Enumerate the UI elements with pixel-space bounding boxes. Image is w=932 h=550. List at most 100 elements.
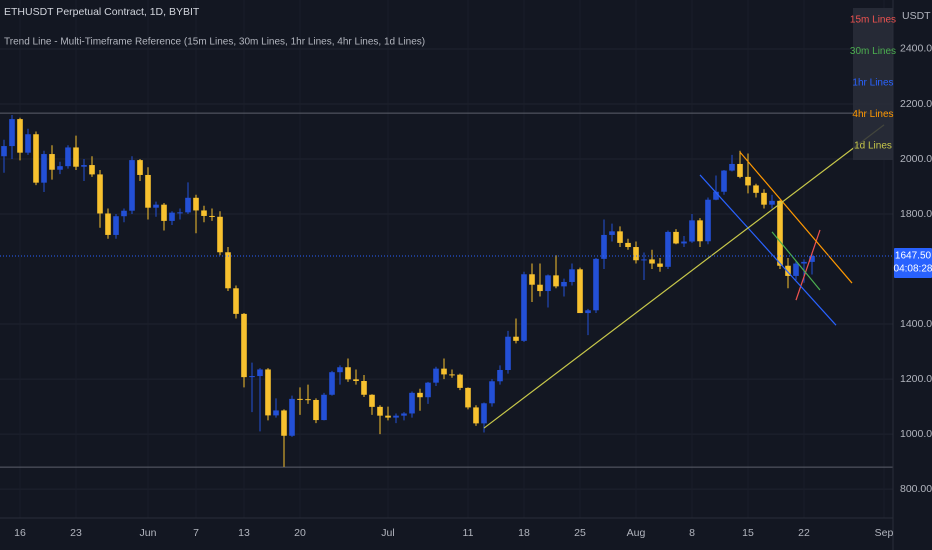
candle-body — [609, 231, 615, 235]
candle-body — [185, 197, 191, 213]
legend-entry: 30m Lines — [850, 46, 896, 57]
last-price-label: 1647.50 — [895, 251, 932, 262]
candle-body — [673, 231, 679, 244]
candle-body — [545, 275, 551, 292]
candle-body — [113, 216, 119, 235]
candle-body — [409, 392, 415, 414]
x-tick-label: 15 — [742, 527, 754, 539]
candle-body — [89, 165, 95, 175]
candle-body — [809, 255, 815, 262]
candle-body — [57, 166, 63, 170]
x-tick-label: 25 — [574, 527, 586, 539]
candle-body — [561, 281, 567, 287]
candle-body — [729, 163, 735, 171]
candle-body — [241, 313, 247, 378]
legend: 15m Lines 30m Lines 1hr Lines 4hr Lines 1d L… — [850, 15, 896, 152]
candle-body — [417, 392, 423, 398]
candle-body — [289, 398, 295, 436]
candle-body — [465, 387, 471, 408]
candle-body — [169, 212, 175, 221]
candle-body — [337, 367, 343, 373]
x-tick-label: 20 — [294, 527, 306, 539]
trend-line — [483, 124, 885, 429]
x-tick-label: 16 — [14, 527, 26, 539]
plot-area — [0, 112, 893, 468]
candle-body — [537, 284, 543, 292]
x-tick-label: Jul — [381, 527, 394, 539]
candle-body — [785, 265, 791, 276]
candle-body — [617, 231, 623, 243]
axes: 800.00 1000.00 1200.00 1400.00 1800.00 2000.0… — [14, 43, 932, 539]
candle-body — [625, 242, 631, 248]
candle-body — [49, 154, 55, 170]
indicator-title: Trend Line - Multi-Timeframe Reference (… — [4, 37, 425, 48]
candle-body — [713, 191, 719, 200]
countdown-label: 04:08:28 — [894, 264, 932, 275]
candle-body — [529, 274, 535, 285]
legend-entry: 15m Lines — [850, 15, 896, 26]
y-tick-label: 1400.00 — [900, 318, 932, 330]
candle-body — [121, 210, 127, 217]
candle-body — [793, 263, 799, 276]
candle-body — [233, 288, 239, 314]
candle-body — [137, 160, 143, 175]
candle-body — [193, 197, 199, 211]
x-tick-label: 18 — [518, 527, 530, 539]
x-tick-label: 13 — [238, 527, 250, 539]
candle-body — [769, 200, 775, 205]
trend-line — [771, 231, 821, 291]
candle-body — [505, 336, 511, 370]
legend-entry: 1d Lines — [854, 141, 892, 152]
candle-body — [105, 213, 111, 235]
x-tick-label: 22 — [798, 527, 810, 539]
candle-body — [585, 310, 591, 314]
chart-title: ETHUSDT Perpetual Contract, 1D, BYBIT — [4, 6, 200, 18]
candle-body — [705, 199, 711, 242]
candle-body — [489, 381, 495, 404]
candle-body — [145, 174, 151, 208]
candle-body — [441, 368, 447, 375]
candle-body — [393, 415, 399, 418]
x-tick-label: 8 — [689, 527, 695, 539]
candle-body — [97, 174, 103, 214]
candle-body — [721, 170, 727, 192]
candle-body — [217, 216, 223, 253]
candle-body — [73, 147, 79, 167]
candle-body — [25, 134, 31, 153]
candle-body — [601, 234, 607, 259]
candle-body — [1, 146, 7, 157]
last-price-box — [894, 247, 932, 278]
candle-body — [473, 407, 479, 424]
candle-body — [665, 231, 671, 267]
candle-body — [745, 176, 751, 186]
legend-entry: 1hr Lines — [852, 78, 893, 89]
candle-body — [641, 259, 647, 261]
trend-line — [699, 174, 837, 326]
x-tick-label: Aug — [627, 527, 646, 539]
candle-body — [577, 269, 583, 314]
candle-body — [569, 269, 575, 282]
candle-body — [65, 147, 71, 167]
candle-body — [457, 374, 463, 388]
candle-body — [553, 275, 559, 287]
y-tick-label: 2200.00 — [900, 98, 932, 110]
candle-body — [433, 368, 439, 383]
y-tick-label: 1800.00 — [900, 208, 932, 220]
y-tick-label: 1200.00 — [900, 373, 932, 385]
candle-body — [33, 134, 39, 183]
candle-body — [257, 369, 263, 377]
y-axis-label: USDT — [902, 10, 931, 22]
candle-body — [41, 154, 47, 183]
candle-body — [385, 415, 391, 418]
candle-body — [513, 336, 519, 341]
candle-body — [249, 376, 255, 378]
candle-body — [361, 381, 367, 395]
candle-body — [297, 398, 303, 400]
grid — [0, 48, 893, 490]
candle-body — [681, 241, 687, 244]
candle-body — [593, 258, 599, 311]
candle-body — [753, 185, 759, 193]
trend-line — [739, 151, 853, 284]
x-tick-label: Sep — [875, 527, 894, 539]
